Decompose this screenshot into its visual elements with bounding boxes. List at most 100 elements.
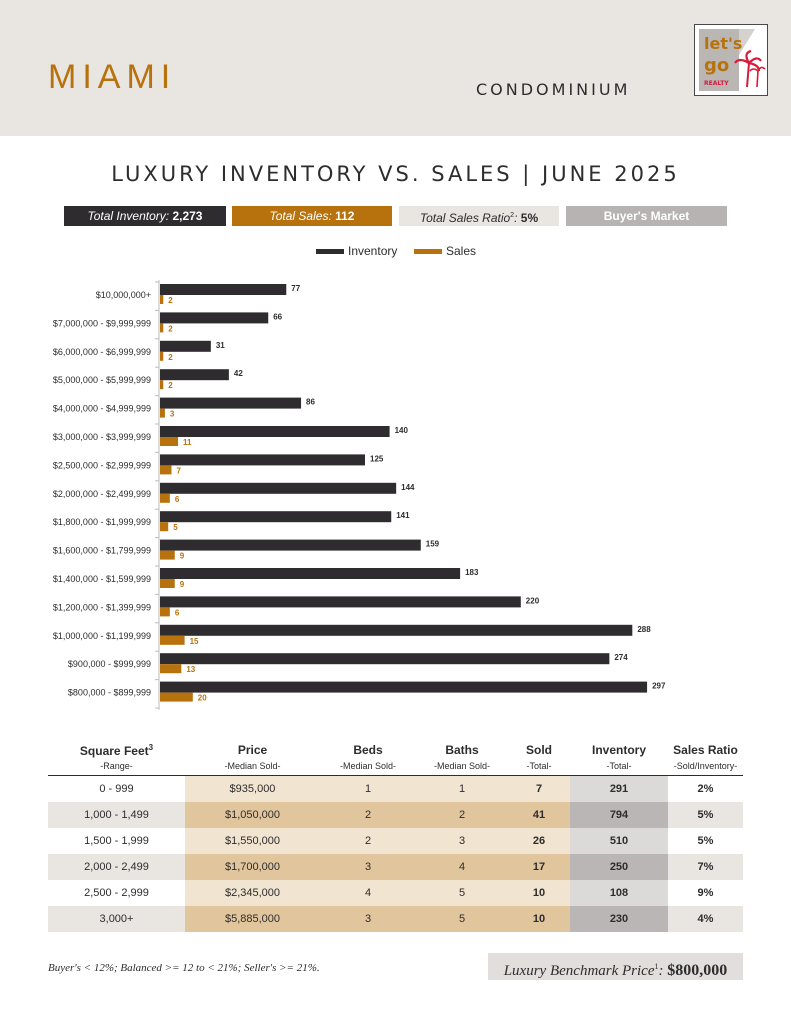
inventory-data-label: 140 <box>395 426 409 435</box>
total-sales-label: Total Sales: <box>269 209 332 223</box>
square-feet-table: Square Feet3 Price Beds Baths Sold Inventory S… <box>48 740 743 932</box>
table-cell: 17 <box>508 853 570 880</box>
table-cell: 2% <box>668 775 743 802</box>
table-cell: 2 <box>320 827 416 854</box>
category-label: $1,400,000 - $1,599,999 <box>53 574 151 584</box>
table-header-row: Square Feet3 Price Beds Baths Sold Inventory S… <box>48 740 743 759</box>
category-label: $800,000 - $899,999 <box>68 688 151 698</box>
table-row: 2,000 - 2,499 $1,700,000 3 4 17 250 7% <box>48 853 743 880</box>
ratio-colon: : <box>514 211 518 225</box>
sales-bar <box>160 635 185 645</box>
total-inventory-label: Total Inventory: <box>87 209 170 223</box>
table-row: 2,500 - 2,999 $2,345,000 4 5 10 108 9% <box>48 879 743 906</box>
table-body: 0 - 999 $935,000 1 1 7 291 2% 1,000 - 1,499 $1,0… <box>48 775 743 932</box>
inventory-data-label: 220 <box>526 596 540 605</box>
table-cell: 1,500 - 1,999 <box>48 827 185 854</box>
column-header-footnote: 3 <box>148 743 154 752</box>
table-cell: 2 <box>320 801 416 828</box>
inventory-bar <box>160 482 397 494</box>
column-header-title: Sales Ratio <box>673 742 738 757</box>
table-cell: $1,700,000 <box>185 853 320 880</box>
table-cell: $5,885,000 <box>185 905 320 932</box>
sales-bar <box>160 380 164 390</box>
ratio-footnote: 2 <box>510 212 515 219</box>
sales-data-label: 7 <box>176 466 181 475</box>
sales-bar <box>160 437 179 446</box>
inventory-data-label: 77 <box>291 284 300 293</box>
inventory-sales-bar-chart: $10,000,000+772$7,000,000 - $9,999,99966… <box>53 280 666 710</box>
inventory-bar <box>160 653 610 665</box>
sales-data-label: 6 <box>175 608 180 617</box>
benchmark-colon: : <box>658 963 664 979</box>
table-cell: 5% <box>668 801 743 828</box>
legend-label-inventory: Inventory <box>348 244 398 258</box>
column-header-title: Baths <box>445 742 479 757</box>
column-header: Beds <box>320 740 416 759</box>
column-header-title: Beds <box>353 742 383 757</box>
palm-tree-icon <box>734 49 766 88</box>
category-label: $5,000,000 - $5,999,999 <box>53 375 151 385</box>
table-cell: 291 <box>570 775 668 802</box>
inventory-bar <box>160 340 211 352</box>
page-header: MIAMI CONDOMINIUM let's go REALTY <box>0 0 791 136</box>
table-subheader-row: -Range- -Median Sold- -Median Sold- -Median… <box>48 759 743 776</box>
sales-bar <box>160 351 164 361</box>
table-cell: 9% <box>668 879 743 906</box>
table-cell: 2 <box>416 801 508 828</box>
sales-bar <box>160 692 193 702</box>
table-cell: 5% <box>668 827 743 854</box>
category-label: $1,000,000 - $1,199,999 <box>53 631 151 641</box>
column-header: Price <box>185 740 320 759</box>
inventory-bar <box>160 397 302 409</box>
table-cell: $1,050,000 <box>185 801 320 828</box>
table-cell: 5 <box>416 879 508 906</box>
property-type: CONDOMINIUM <box>476 80 631 99</box>
sales-data-label: 9 <box>180 580 185 589</box>
category-label: $2,500,000 - $2,999,999 <box>53 460 151 470</box>
total-sales-badge: Total Sales: 112 <box>232 206 392 226</box>
total-sales-value: 112 <box>335 209 355 223</box>
total-sales-ratio-badge: Total Sales Ratio2: 5% <box>399 206 559 226</box>
report-title: LUXURY INVENTORY VS. SALES | JUNE 2025 <box>111 162 680 186</box>
luxury-benchmark-price: Luxury Benchmark Price1: $800,000 <box>488 953 743 980</box>
inventory-bar <box>160 426 390 437</box>
inventory-bar <box>160 511 392 523</box>
sales-bar <box>160 465 172 475</box>
table-cell: 3 <box>416 827 508 854</box>
table-cell: 3,000+ <box>48 905 185 932</box>
column-subheader: -Total- <box>570 759 668 776</box>
table-cell: 4 <box>416 853 508 880</box>
category-label: $1,600,000 - $1,799,999 <box>53 546 151 556</box>
table-cell: $1,550,000 <box>185 827 320 854</box>
logo-text-lets: let's <box>704 34 742 53</box>
inventory-data-label: 125 <box>370 454 384 463</box>
benchmark-value: $800,000 <box>667 962 728 979</box>
column-header: Square Feet3 <box>48 740 185 759</box>
inventory-bar <box>160 369 229 381</box>
column-subheader: -Median Sold- <box>320 759 416 776</box>
inventory-bar <box>160 681 648 693</box>
column-header: Inventory <box>570 740 668 759</box>
inventory-bar <box>160 539 421 551</box>
category-label: $4,000,000 - $4,999,999 <box>53 404 151 414</box>
column-subheader: -Median Sold- <box>185 759 320 776</box>
sales-data-label: 2 <box>168 324 173 333</box>
chart-legend: Inventory Sales <box>0 243 791 259</box>
category-label: $3,000,000 - $3,999,999 <box>53 432 151 442</box>
inventory-data-label: 144 <box>401 483 415 492</box>
category-label: $10,000,000+ <box>96 290 151 300</box>
table-cell: 26 <box>508 827 570 854</box>
legend-swatch-sales <box>414 249 442 254</box>
legend-swatch-inventory <box>316 249 344 254</box>
inventory-data-label: 141 <box>396 511 410 520</box>
table-cell: $935,000 <box>185 775 320 802</box>
sales-data-label: 2 <box>168 296 173 305</box>
table-cell: 10 <box>508 879 570 906</box>
inventory-data-label: 66 <box>273 312 282 321</box>
sales-bar <box>160 522 169 532</box>
column-subheader: -Median Sold- <box>416 759 508 776</box>
total-inventory-badge: Total Inventory: 2,273 <box>64 206 226 226</box>
table-cell: 10 <box>508 905 570 932</box>
table-cell: 108 <box>570 879 668 906</box>
sales-bar <box>160 323 164 333</box>
